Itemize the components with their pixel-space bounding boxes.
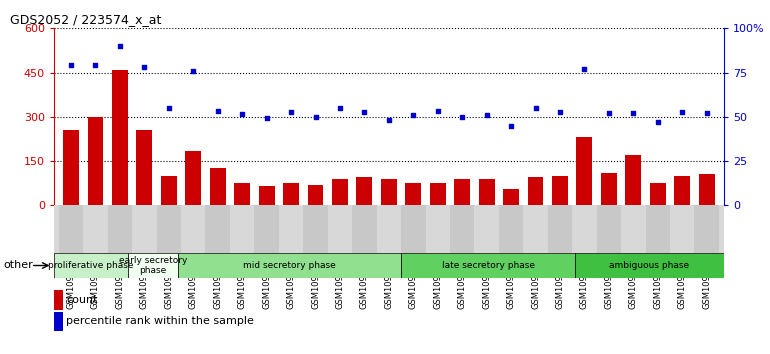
Text: percentile rank within the sample: percentile rank within the sample	[66, 316, 254, 326]
Point	[432, 108, 444, 114]
Bar	[209, 169, 226, 205]
Bar	[426, 205, 450, 253]
Point	[628, 110, 640, 116]
Point	[701, 110, 713, 116]
Bar	[112, 70, 128, 205]
Point	[162, 105, 175, 111]
Point	[89, 62, 102, 68]
Bar	[108, 205, 132, 253]
Bar	[328, 205, 352, 253]
Bar	[401, 253, 575, 278]
Bar	[234, 183, 250, 205]
Bar	[136, 130, 152, 205]
Bar	[132, 205, 156, 253]
Bar	[503, 189, 519, 205]
Bar	[279, 205, 303, 253]
Point	[407, 113, 420, 118]
Bar	[675, 176, 690, 205]
Bar	[547, 205, 572, 253]
Point	[114, 43, 126, 49]
Bar	[474, 205, 499, 253]
Point	[358, 110, 370, 115]
Point	[530, 105, 542, 111]
Point	[310, 114, 322, 120]
Bar	[178, 253, 401, 278]
Bar	[377, 205, 401, 253]
Bar	[181, 205, 206, 253]
Bar	[524, 205, 547, 253]
Bar	[575, 253, 724, 278]
Bar	[88, 117, 103, 205]
Bar	[230, 205, 254, 253]
Bar	[401, 205, 426, 253]
Point	[65, 62, 77, 68]
Point	[456, 114, 468, 120]
Bar	[405, 183, 421, 205]
Bar	[303, 205, 328, 253]
Bar	[499, 205, 524, 253]
Text: other: other	[4, 261, 34, 270]
Text: late secretory phase: late secretory phase	[441, 261, 534, 270]
Bar	[670, 205, 695, 253]
Text: ambiguous phase: ambiguous phase	[609, 261, 689, 270]
Bar	[450, 205, 474, 253]
Bar	[54, 253, 129, 278]
Bar	[645, 205, 670, 253]
Point	[187, 68, 199, 74]
Bar	[430, 183, 446, 205]
Bar	[552, 176, 568, 205]
Bar	[83, 205, 108, 253]
Point	[676, 109, 688, 114]
Bar	[527, 177, 544, 205]
Bar	[129, 253, 178, 278]
Bar	[572, 205, 597, 253]
Text: early secretory
phase: early secretory phase	[119, 256, 187, 275]
Point	[480, 113, 493, 118]
Point	[236, 111, 248, 117]
Point	[603, 110, 615, 116]
Bar	[601, 173, 617, 205]
Bar	[307, 185, 323, 205]
Bar	[186, 151, 201, 205]
Bar	[161, 176, 177, 205]
Bar	[454, 179, 470, 205]
Text: proliferative phase: proliferative phase	[49, 261, 134, 270]
Bar	[479, 179, 494, 205]
Bar	[625, 155, 641, 205]
Bar	[698, 175, 715, 205]
Point	[554, 109, 566, 114]
Point	[333, 105, 346, 111]
Point	[505, 123, 517, 129]
Bar	[381, 179, 397, 205]
Bar	[621, 205, 645, 253]
Point	[138, 64, 150, 69]
Text: mid secretory phase: mid secretory phase	[243, 261, 336, 270]
Bar	[332, 179, 348, 205]
Bar	[650, 183, 666, 205]
Bar	[577, 137, 592, 205]
Point	[383, 118, 395, 123]
Bar	[283, 183, 299, 205]
Point	[285, 110, 297, 115]
Point	[260, 115, 273, 121]
Bar	[206, 205, 230, 253]
Bar	[63, 130, 79, 205]
Point	[651, 119, 664, 125]
Point	[212, 108, 224, 114]
Bar	[695, 205, 719, 253]
Bar	[156, 205, 181, 253]
Text: count: count	[66, 295, 98, 305]
Bar	[259, 186, 275, 205]
Bar	[352, 205, 377, 253]
Bar	[357, 177, 373, 205]
Point	[578, 66, 591, 72]
Bar	[254, 205, 279, 253]
Text: GDS2052 / 223574_x_at: GDS2052 / 223574_x_at	[10, 13, 162, 26]
Bar	[59, 205, 83, 253]
Bar	[597, 205, 621, 253]
